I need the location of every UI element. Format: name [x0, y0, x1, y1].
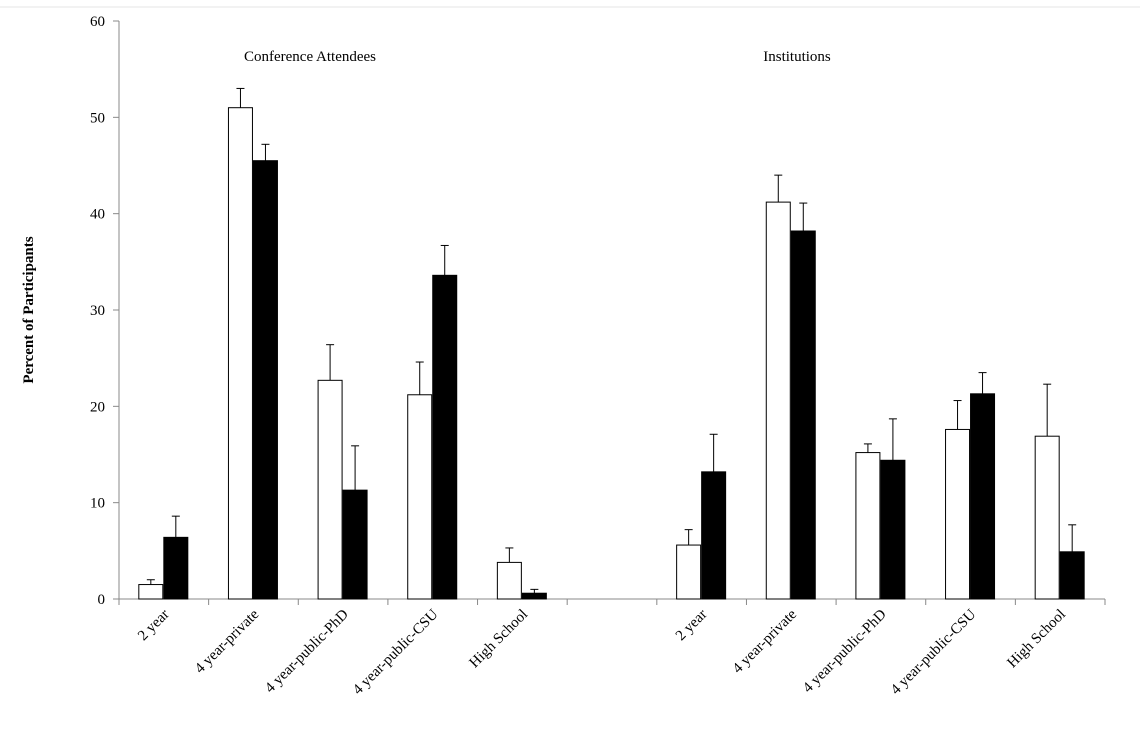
x-tick-label: 4 year-public-PhD [800, 606, 890, 696]
bar [342, 489, 368, 600]
x-tick-label: 2 year [673, 607, 711, 645]
bar [765, 201, 791, 600]
bar [790, 230, 816, 600]
x-tick-label: 4 year-private [730, 606, 801, 677]
bar [407, 394, 433, 600]
bar [1059, 551, 1085, 600]
y-tick-label: 30 [90, 303, 105, 319]
group-label: Institutions [763, 49, 831, 65]
y-tick-label: 20 [90, 399, 105, 415]
bar [855, 452, 881, 600]
group-label: Conference Attendees [244, 49, 376, 65]
bar [432, 274, 458, 600]
bar [880, 459, 906, 600]
bar [701, 471, 727, 600]
x-tick-label: High School [1004, 607, 1069, 672]
x-tick-label: 2 year [135, 607, 173, 645]
bar [227, 107, 253, 600]
x-tick-label: High School [467, 607, 532, 672]
bar [317, 379, 343, 600]
bar [970, 393, 996, 600]
bar [1034, 435, 1060, 600]
x-tick-label: 4 year-public-PhD [262, 606, 352, 696]
y-tick-label: 60 [90, 14, 105, 30]
y-tick-label: 10 [90, 496, 105, 512]
x-tick-label: 4 year-public-CSU [350, 606, 442, 698]
x-tick-label: 4 year-public-CSU [888, 606, 980, 698]
bar [138, 584, 164, 600]
y-axis-label: Percent of Participants [21, 236, 37, 383]
y-tick-label: 40 [90, 207, 105, 223]
bar [521, 592, 547, 600]
bar [945, 428, 971, 600]
x-tick-label: 4 year-private [192, 606, 263, 677]
bar [496, 561, 522, 600]
bar [252, 160, 278, 600]
bar [676, 544, 702, 600]
y-tick-label: 0 [98, 592, 106, 608]
y-tick-label: 50 [90, 110, 105, 126]
bar [163, 536, 189, 600]
